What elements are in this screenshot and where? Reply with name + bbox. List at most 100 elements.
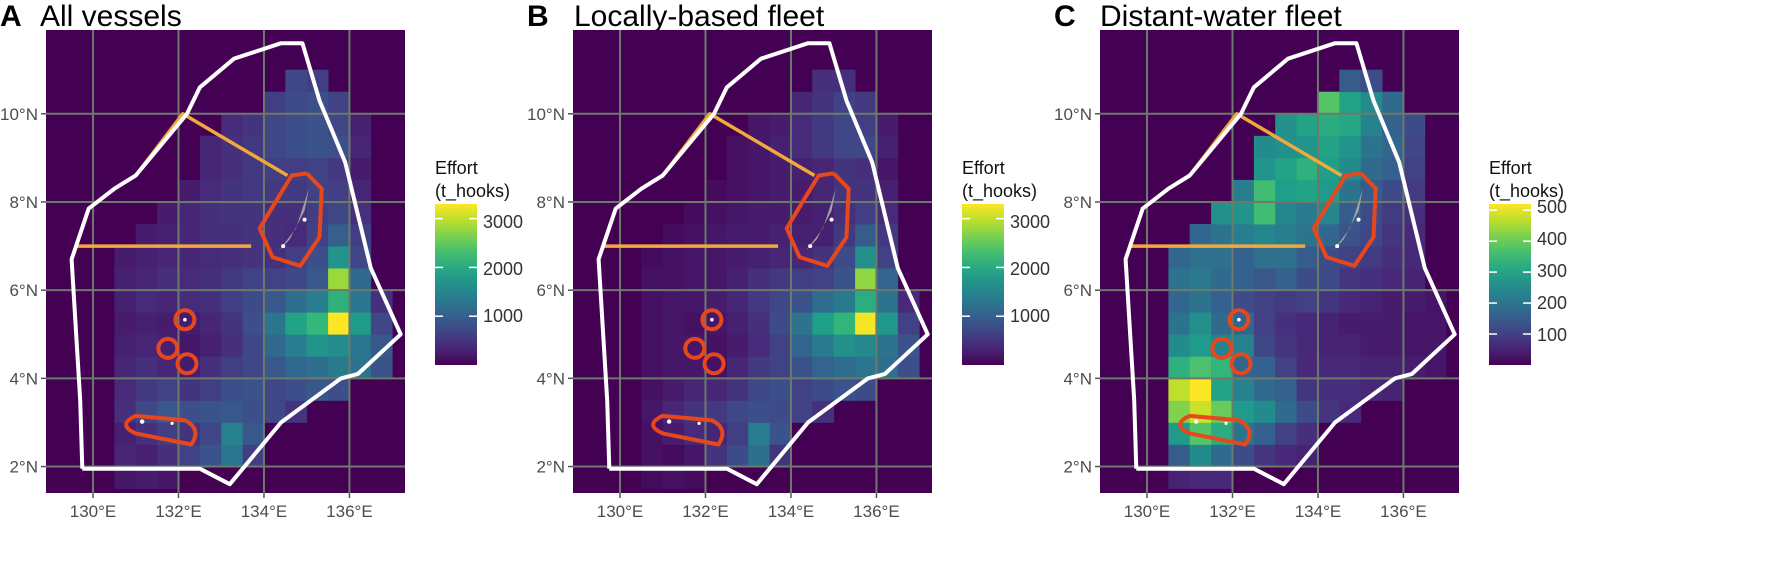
x-axis-tick-label: 130°E	[70, 502, 117, 521]
land-dot	[302, 217, 307, 222]
effort-cell	[705, 224, 728, 247]
effort-cell	[285, 224, 308, 247]
effort-cell	[349, 268, 372, 291]
effort-cell	[812, 135, 835, 159]
protected-area-main	[1311, 171, 1378, 268]
effort-cell	[135, 224, 158, 247]
effort-cell	[1339, 69, 1362, 93]
effort-cell	[662, 356, 685, 379]
effort-cell	[769, 268, 792, 291]
legend-colorbar	[962, 204, 1004, 365]
effort-cell	[833, 378, 856, 401]
effort-cell	[662, 378, 685, 401]
effort-cell	[349, 334, 372, 357]
protected-area-circle	[173, 308, 197, 332]
panel-a-legend-tick: 3000	[483, 212, 524, 232]
effort-cell	[1339, 290, 1362, 313]
effort-cell	[328, 202, 350, 225]
effort-cell	[855, 356, 877, 379]
effort-cell	[1360, 356, 1383, 379]
effort-cell	[1382, 202, 1404, 225]
panel-b-map: 130°E 132°E 134°E 136°E 2°N 4°N 6°N 8°N 10°N	[527, 30, 1004, 521]
effort-cell	[242, 422, 265, 445]
effort-cell	[705, 334, 728, 357]
effort-cell	[1211, 356, 1233, 379]
effort-cell	[135, 334, 158, 357]
effort-cell	[1253, 400, 1276, 423]
effort-cell	[1318, 224, 1340, 247]
effort-cell	[812, 268, 835, 291]
effort-cell	[306, 202, 329, 225]
effort-cell	[748, 356, 770, 379]
effort-cell	[1211, 312, 1233, 335]
effort-cell	[199, 268, 222, 291]
effort-cell	[791, 91, 813, 115]
effort-cell	[791, 378, 813, 401]
effort-cell	[1168, 356, 1191, 379]
effort-cell	[199, 356, 222, 379]
effort-cell	[285, 135, 308, 159]
effort-cell	[1211, 246, 1233, 269]
effort-cell	[726, 290, 749, 313]
effort-cell	[157, 202, 179, 225]
island-dot	[697, 421, 701, 425]
effort-cell	[1296, 290, 1319, 313]
effort-cell	[1296, 157, 1319, 181]
effort-cell	[769, 312, 792, 335]
effort-cell	[1339, 334, 1362, 357]
effort-cell	[1211, 444, 1233, 467]
panel-c: C Distant-water fleet 130°E 132°E 134°E 136…	[1054, 0, 1644, 585]
effort-cell	[726, 202, 749, 225]
effort-cell	[876, 312, 899, 335]
effort-cell	[328, 246, 350, 269]
island-dot	[666, 419, 672, 424]
effort-cell	[1275, 334, 1297, 357]
effort-cell	[726, 444, 749, 467]
panel-a-legend-title-line2: (t_hooks)	[435, 181, 511, 201]
effort-cell	[1275, 312, 1297, 335]
x-axis-tick-label: 134°E	[1295, 502, 1342, 521]
effort-cell	[1189, 290, 1212, 313]
effort-cell	[684, 444, 706, 467]
effort-cell	[242, 378, 265, 401]
effort-cell	[157, 246, 179, 269]
effort-cell	[1275, 356, 1297, 379]
effort-cell	[1318, 312, 1340, 335]
effort-cell	[1168, 312, 1191, 335]
effort-cell	[242, 202, 265, 225]
panel-c-legend-tick: 500	[1537, 197, 1568, 217]
effort-cell	[114, 422, 137, 445]
effort-cell	[1403, 113, 1426, 137]
effort-cell	[769, 378, 792, 401]
effort-cell	[726, 356, 749, 379]
effort-cell	[748, 290, 770, 313]
effort-cell	[641, 356, 664, 379]
effort-cell	[705, 312, 728, 335]
effort-cell	[1339, 202, 1362, 225]
effort-cell	[157, 268, 179, 291]
effort-cell	[812, 113, 835, 137]
effort-cell	[1168, 378, 1191, 401]
protected-area-circle	[156, 336, 180, 360]
effort-cell	[748, 157, 770, 181]
effort-cell	[1318, 290, 1340, 313]
effort-cell	[114, 246, 137, 269]
effort-cell	[1318, 356, 1340, 379]
effort-cell	[748, 246, 770, 269]
effort-cell	[349, 157, 372, 181]
effort-cell	[812, 69, 835, 93]
effort-cell	[199, 157, 222, 181]
effort-cell	[285, 312, 308, 335]
effort-cell	[264, 135, 286, 159]
effort-cell	[684, 290, 706, 313]
effort-cell	[157, 444, 179, 467]
effort-cell	[833, 334, 856, 357]
effort-cell	[833, 268, 856, 291]
protected-area-circle	[1227, 308, 1251, 332]
effort-cell	[833, 113, 856, 137]
effort-cell	[242, 312, 265, 335]
effort-cell	[114, 356, 137, 379]
effort-cell	[199, 312, 222, 335]
effort-cell	[641, 290, 664, 313]
effort-cell	[221, 290, 243, 313]
